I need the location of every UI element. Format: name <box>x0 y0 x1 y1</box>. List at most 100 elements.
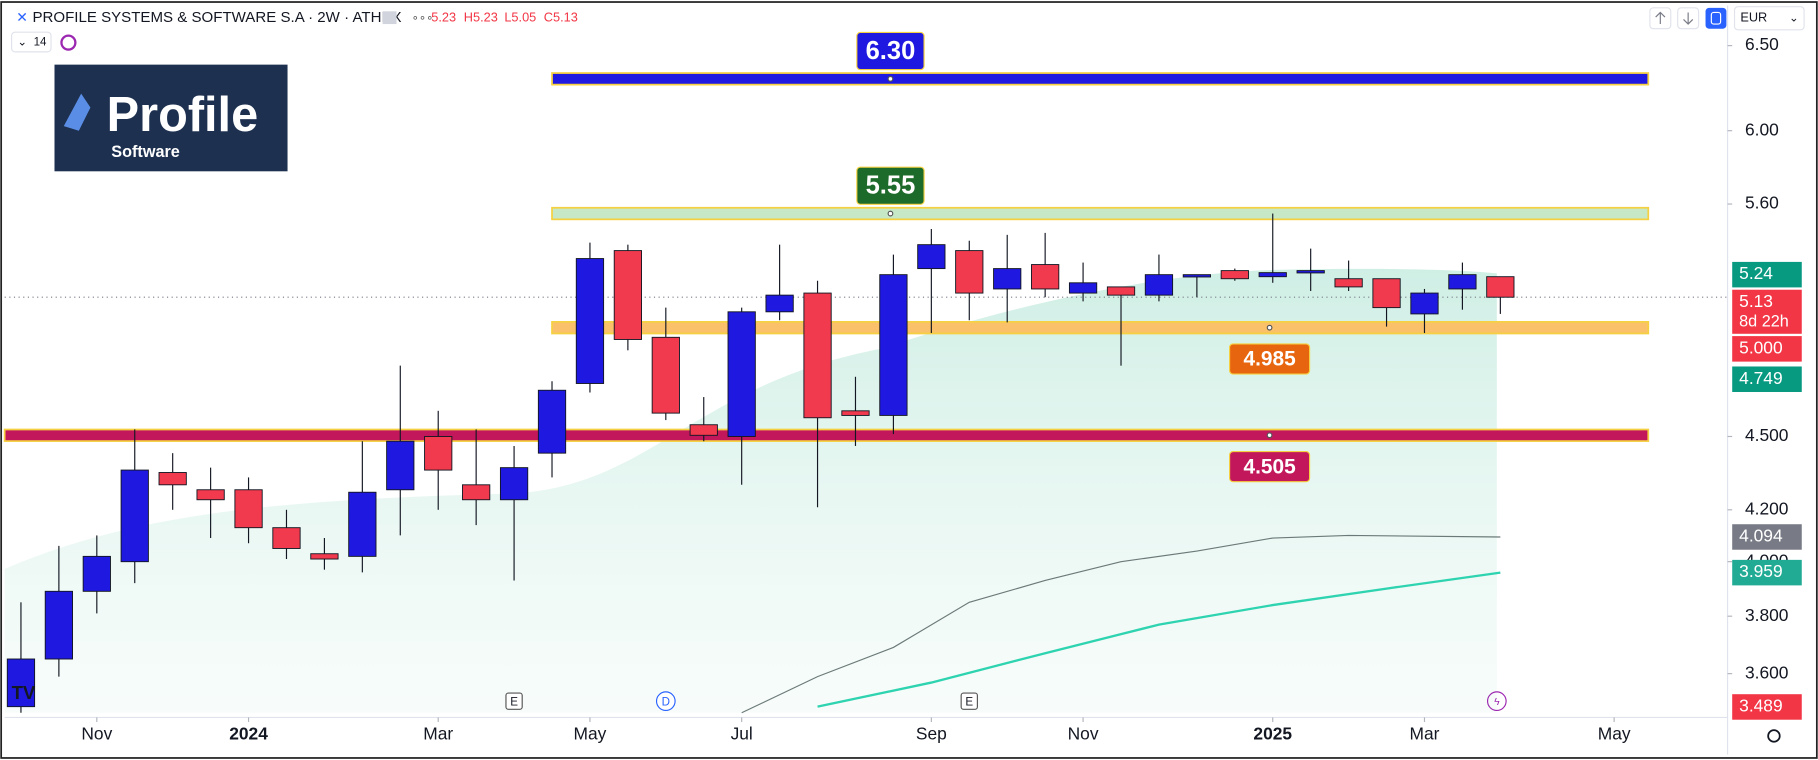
candle-body <box>1068 282 1098 294</box>
candle-body <box>120 469 149 563</box>
candle-body <box>158 472 187 486</box>
x-tick-label: 2024 <box>229 723 268 743</box>
indicator-toggle[interactable] <box>11 31 52 53</box>
logo-name: Profile <box>107 88 259 142</box>
candle-body <box>6 658 36 708</box>
candle-body <box>1372 278 1401 309</box>
candle-body <box>234 489 263 529</box>
x-tick-label: Nov <box>1068 723 1099 743</box>
candle-body <box>613 250 642 340</box>
tv-logo: TV <box>12 682 36 703</box>
x-tick-label: Jul <box>731 723 753 743</box>
y-tick-label: 6.00 <box>1745 119 1779 139</box>
price-label-box <box>1732 336 1802 362</box>
candle-body <box>386 440 415 491</box>
price-label-box <box>1732 524 1802 550</box>
up-icon <box>1655 11 1666 25</box>
indicator-length: 14 <box>34 37 47 49</box>
candle-body <box>917 244 946 270</box>
event-badge <box>505 692 523 710</box>
level-label: 6.30 <box>866 37 916 65</box>
price-label: 4.094 <box>1739 526 1783 546</box>
dots[interactable]: ∘∘∘ <box>412 12 434 24</box>
x-tick-label: 2025 <box>1253 723 1292 743</box>
candle-body <box>1106 286 1136 296</box>
bolt: ϟ <box>1494 697 1500 708</box>
event-label: E <box>965 696 973 708</box>
logo-sub: Software <box>111 143 180 161</box>
candle-body <box>803 292 832 419</box>
candle-body <box>348 491 377 557</box>
bolt-icon[interactable] <box>1486 691 1507 712</box>
candle-body <box>196 489 225 501</box>
x-tick-label: May <box>1598 723 1631 743</box>
candle-body <box>1296 270 1325 274</box>
level-anchor <box>887 210 894 217</box>
price-label: 5.13 <box>1739 291 1773 311</box>
refresh-icon[interactable] <box>60 34 77 51</box>
candle-body <box>1031 264 1060 290</box>
y-tick-label: 3.800 <box>1745 605 1788 625</box>
candle-body <box>955 250 984 294</box>
level-label-box <box>1229 450 1311 483</box>
level-label: 4.505 <box>1243 455 1296 478</box>
candle-body <box>1182 274 1211 278</box>
event-label: D <box>662 696 670 708</box>
candle-body <box>1410 292 1439 315</box>
price-label: 5.000 <box>1739 337 1782 357</box>
candle-body <box>1486 276 1515 298</box>
settings-icon[interactable] <box>1767 729 1781 743</box>
level-zone <box>551 206 1650 221</box>
price-label-box <box>1732 366 1802 392</box>
ohlc-open: 5.23 <box>431 10 456 25</box>
candle-body <box>537 389 567 454</box>
level-anchor <box>1266 432 1273 439</box>
currency: EUR <box>1740 10 1767 25</box>
candle-body <box>1258 272 1287 278</box>
price-label-box <box>1732 559 1802 586</box>
candle-body <box>499 467 529 501</box>
candle-body <box>44 590 74 660</box>
level-label-box <box>856 31 925 71</box>
currency-select[interactable] <box>1733 6 1805 31</box>
level-zone <box>551 321 1650 335</box>
moving-average <box>817 571 1501 708</box>
level-anchor <box>887 75 894 82</box>
symbol-title: PROFILE SYSTEMS & SOFTWARE S.A · 2W · AT… <box>32 9 401 26</box>
price-label: 4.749 <box>1739 368 1782 388</box>
level-label: 5.55 <box>866 172 916 200</box>
chevron: ⌄ <box>17 37 27 49</box>
candle-body <box>1144 274 1174 296</box>
logo-mark: ✕ <box>16 9 28 25</box>
flag-icon[interactable] <box>382 11 397 25</box>
candle-body <box>841 410 870 416</box>
candle-body <box>462 484 491 501</box>
plot: 6.506.005.604.5004.2004.0003.8003.600Nov… <box>3 31 1802 743</box>
candle-body <box>689 424 718 436</box>
candle-body <box>424 436 453 471</box>
ohlc-high: H5.23 <box>464 10 498 25</box>
price-countdown: 8d 22h <box>1739 312 1789 330</box>
x-tick-label: May <box>574 723 607 743</box>
y-tick-label: 3.600 <box>1745 662 1788 682</box>
candle-body <box>575 258 605 384</box>
y-tick-label: 6.50 <box>1745 34 1779 54</box>
candle-body <box>1334 278 1363 288</box>
y-tick-label: 4.500 <box>1745 425 1788 445</box>
candle-body <box>765 294 794 313</box>
ohlc-low: L5.05 <box>504 10 536 25</box>
header-bg <box>4 5 434 32</box>
level-anchor <box>1266 324 1273 331</box>
logo-box <box>54 64 288 172</box>
level-zone <box>551 72 1650 86</box>
candle-body <box>82 555 111 592</box>
event-badge <box>655 691 676 712</box>
candle-body <box>993 268 1022 290</box>
candle-body <box>651 336 680 414</box>
x-tick-label: Mar <box>423 723 453 743</box>
event-label: E <box>510 696 518 708</box>
sync-btn[interactable] <box>1705 7 1727 29</box>
price-label-box <box>1732 289 1802 334</box>
